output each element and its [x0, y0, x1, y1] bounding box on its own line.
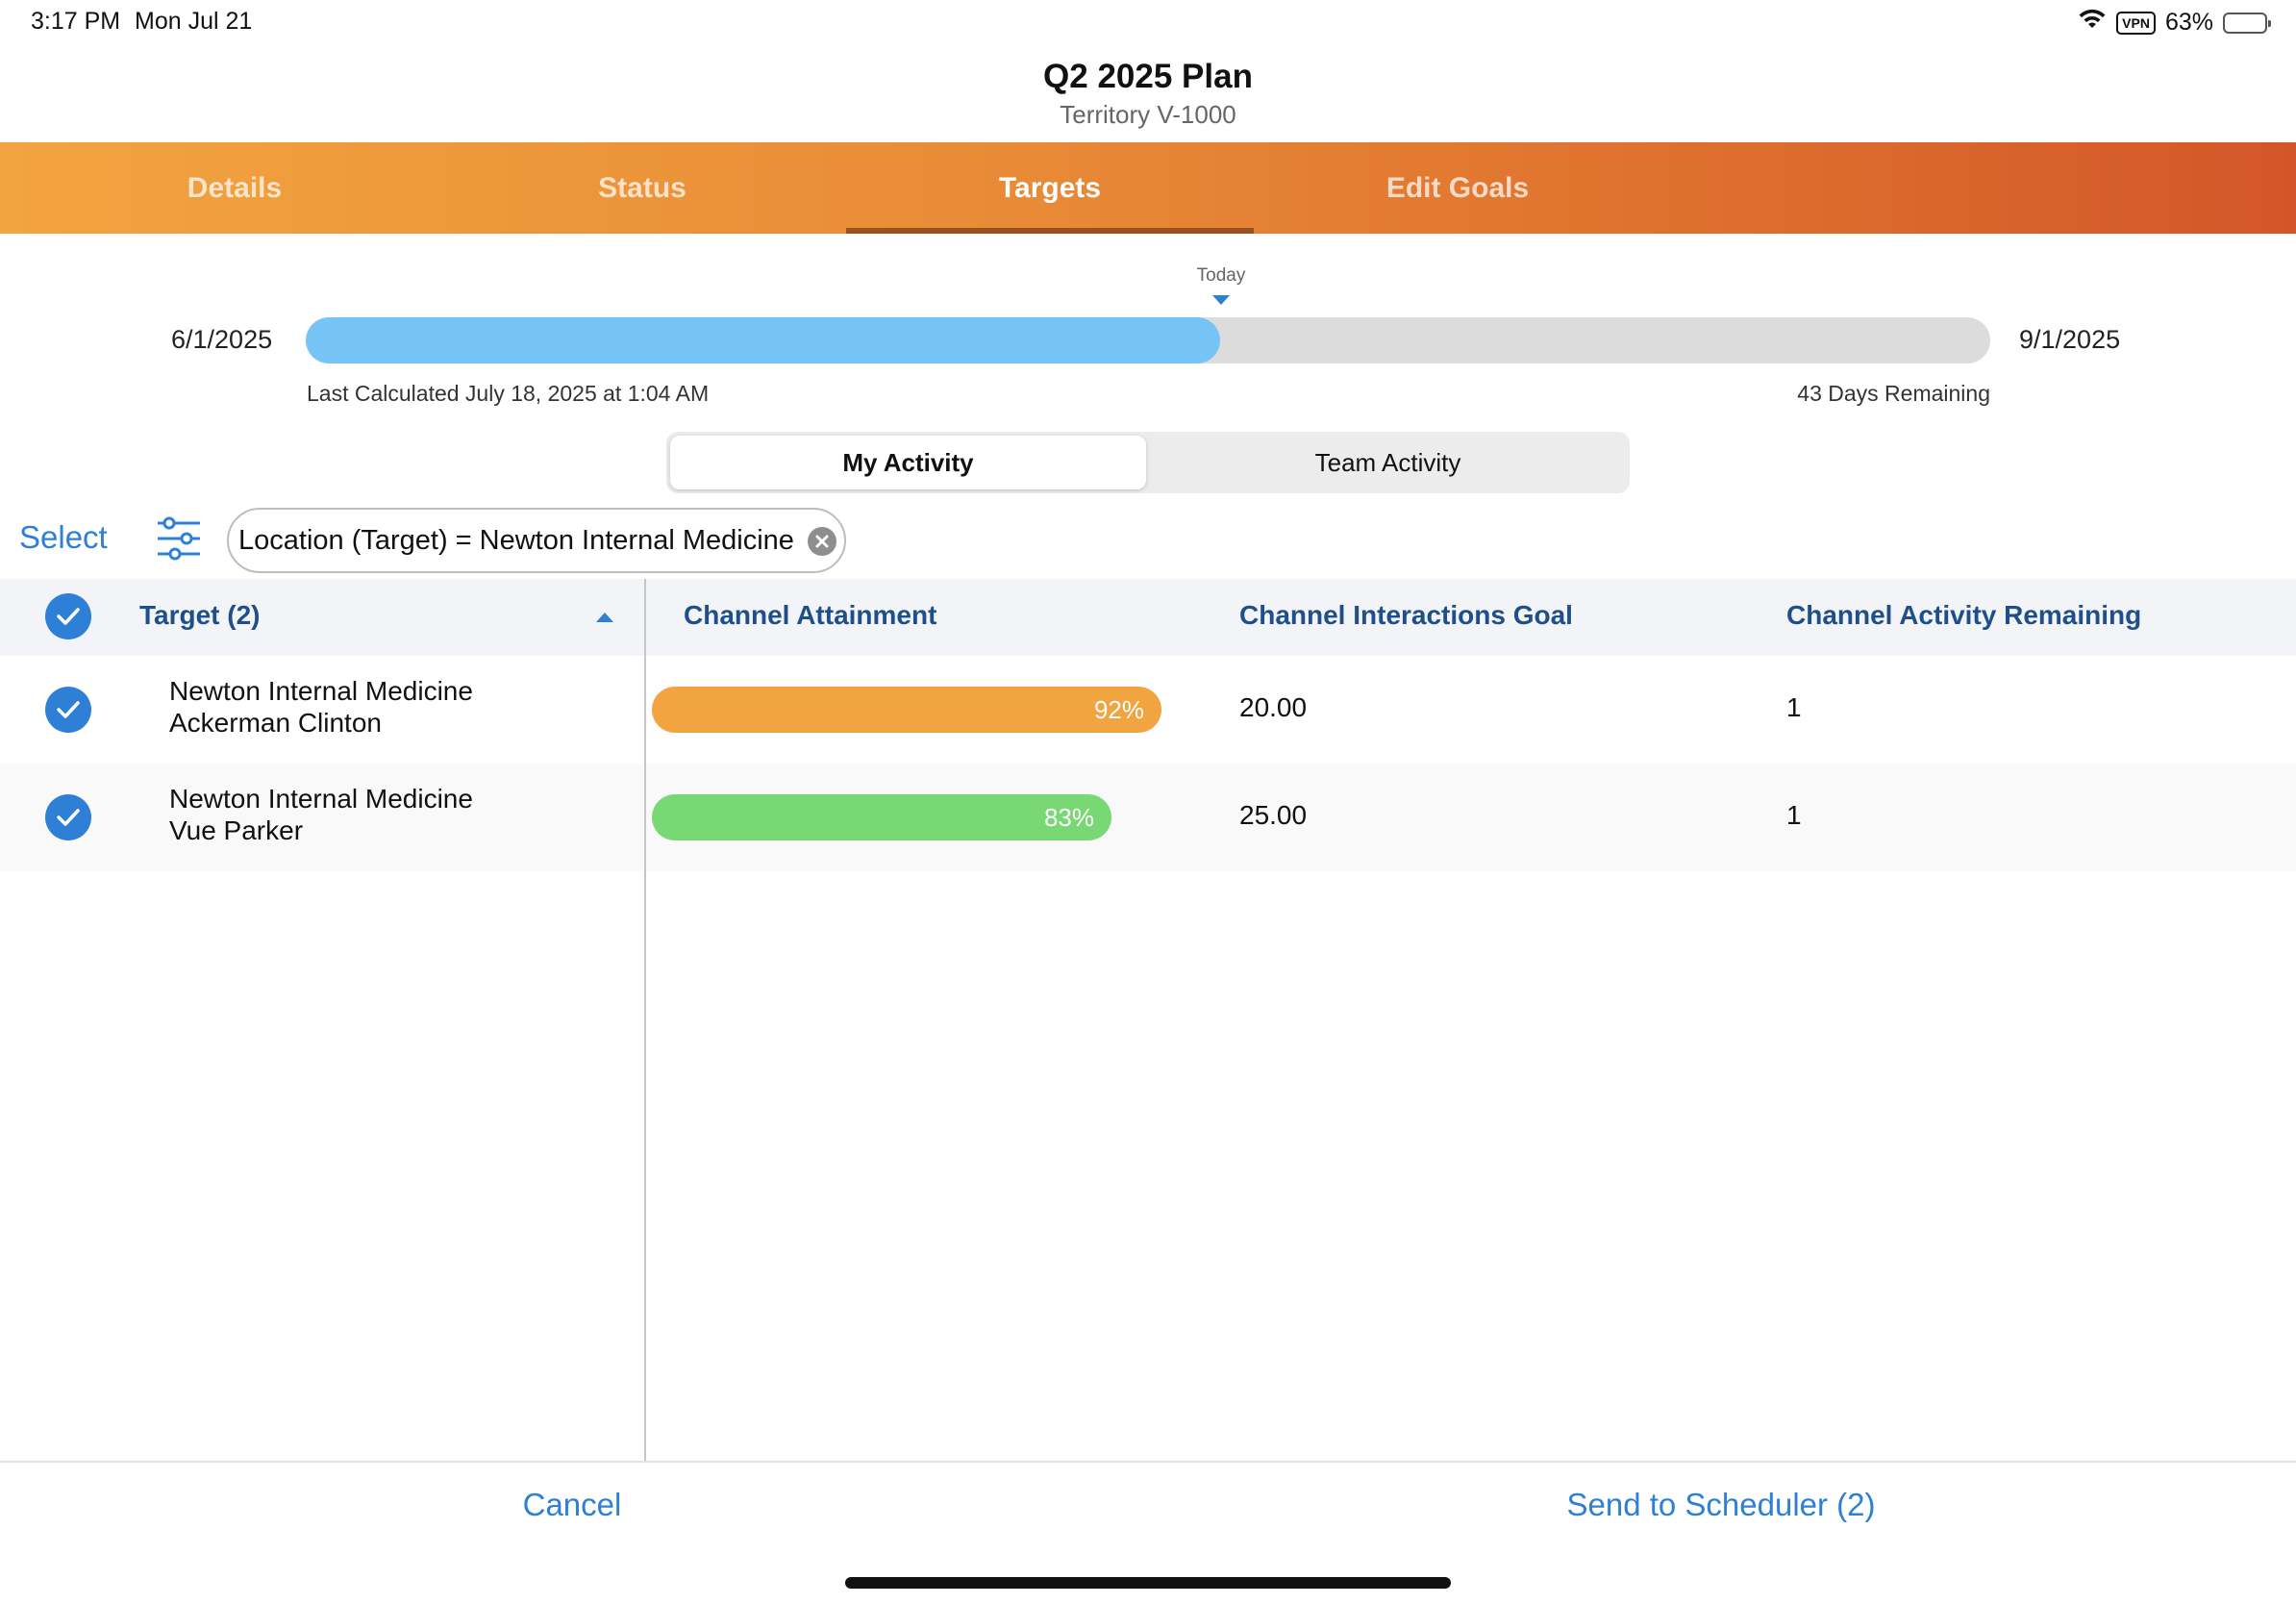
column-header-channel-interactions-goal[interactable]: Channel Interactions Goal	[1239, 600, 1573, 630]
target-location: Newton Internal Medicine	[169, 784, 473, 814]
table-row[interactable]: Newton Internal Medicine Ackerman Clinto…	[0, 656, 2296, 764]
tab-targets[interactable]: Targets	[846, 142, 1254, 234]
home-indicator[interactable]	[845, 1577, 1451, 1589]
timeline-progress-fill	[306, 317, 1221, 363]
wifi-icon	[2078, 8, 2107, 38]
page-subtitle: Territory V-1000	[1060, 100, 1236, 129]
page-title: Q2 2025 Plan	[1043, 58, 1253, 95]
send-to-scheduler-button[interactable]: Send to Scheduler (2)	[1500, 1487, 1942, 1523]
days-remaining: 43 Days Remaining	[1797, 381, 1990, 406]
target-person: Vue Parker	[169, 815, 304, 845]
attainment-bar: 92%	[652, 687, 1161, 733]
column-header-target[interactable]: Target (2)	[139, 600, 261, 630]
row-checkbox[interactable]	[45, 687, 91, 733]
tab-edit-goals[interactable]: Edit Goals	[1385, 171, 1530, 204]
tab-status[interactable]: Status	[598, 171, 686, 204]
start-date: 6/1/2025	[171, 325, 273, 354]
checkmark-icon	[45, 794, 91, 840]
table-header	[0, 579, 2296, 656]
segment-my-activity[interactable]: My Activity	[670, 436, 1146, 489]
checkmark-icon	[45, 593, 91, 639]
end-date: 9/1/2025	[2019, 325, 2121, 354]
filter-chip-label: Location (Target) = Newton Internal Medi…	[238, 524, 794, 556]
sort-ascending-icon[interactable]	[596, 613, 613, 622]
battery-icon	[2223, 12, 2271, 34]
attainment-label: 92%	[1093, 694, 1144, 724]
tab-details[interactable]: Details	[187, 171, 283, 204]
target-name-cell: Newton Internal Medicine Ackerman Clinto…	[169, 675, 473, 739]
column-header-channel-attainment[interactable]: Channel Attainment	[684, 600, 937, 630]
activity-remaining-cell: 1	[1786, 692, 1802, 722]
status-date: Mon Jul 21	[135, 8, 253, 35]
interactions-goal-cell: 20.00	[1239, 692, 1308, 722]
attainment-bar-fill: 83%	[652, 794, 1111, 840]
checkmark-icon	[45, 687, 91, 733]
status-indicators: VPN 63%	[2078, 8, 2271, 38]
status-time: 3:17 PM	[31, 8, 121, 35]
filter-chip[interactable]: Location (Target) = Newton Internal Medi…	[227, 508, 846, 573]
activity-segmented-control: My Activity Team Activity	[666, 432, 1630, 493]
vpn-badge: VPN	[2116, 11, 2156, 35]
interactions-goal-cell: 25.00	[1239, 800, 1308, 830]
tab-bar: Details Status Targets Edit Goals	[0, 142, 2296, 234]
table-row[interactable]: Newton Internal Medicine Vue Parker 83% …	[0, 764, 2296, 871]
column-divider[interactable]	[644, 579, 646, 1462]
last-calculated: Last Calculated July 18, 2025 at 1:04 AM	[307, 381, 710, 406]
target-person: Ackerman Clinton	[169, 708, 382, 738]
sliders-icon[interactable]	[154, 514, 204, 564]
segment-team-activity[interactable]: Team Activity	[1314, 447, 1461, 477]
clear-icon[interactable]	[808, 527, 836, 556]
attainment-label: 83%	[1043, 802, 1094, 832]
target-name-cell: Newton Internal Medicine Vue Parker	[169, 783, 473, 846]
row-checkbox[interactable]	[45, 794, 91, 840]
column-header-channel-activity-remaining[interactable]: Channel Activity Remaining	[1786, 600, 2142, 630]
footer-divider	[0, 1461, 2296, 1463]
today-marker-icon	[1212, 295, 1230, 305]
select-button[interactable]: Select	[19, 519, 108, 555]
status-bar: 3:17 PM Mon Jul 21 VPN 63%	[0, 0, 2296, 46]
target-location: Newton Internal Medicine	[169, 676, 473, 706]
attainment-bar-fill: 92%	[652, 687, 1161, 733]
cancel-button[interactable]: Cancel	[423, 1487, 721, 1523]
timeline-progress-track	[306, 317, 1990, 363]
attainment-bar: 83%	[652, 794, 1111, 840]
select-all-checkbox[interactable]	[45, 593, 91, 639]
today-label: Today	[1196, 265, 1246, 286]
activity-remaining-cell: 1	[1786, 800, 1802, 830]
battery-percent: 63%	[2164, 9, 2213, 36]
